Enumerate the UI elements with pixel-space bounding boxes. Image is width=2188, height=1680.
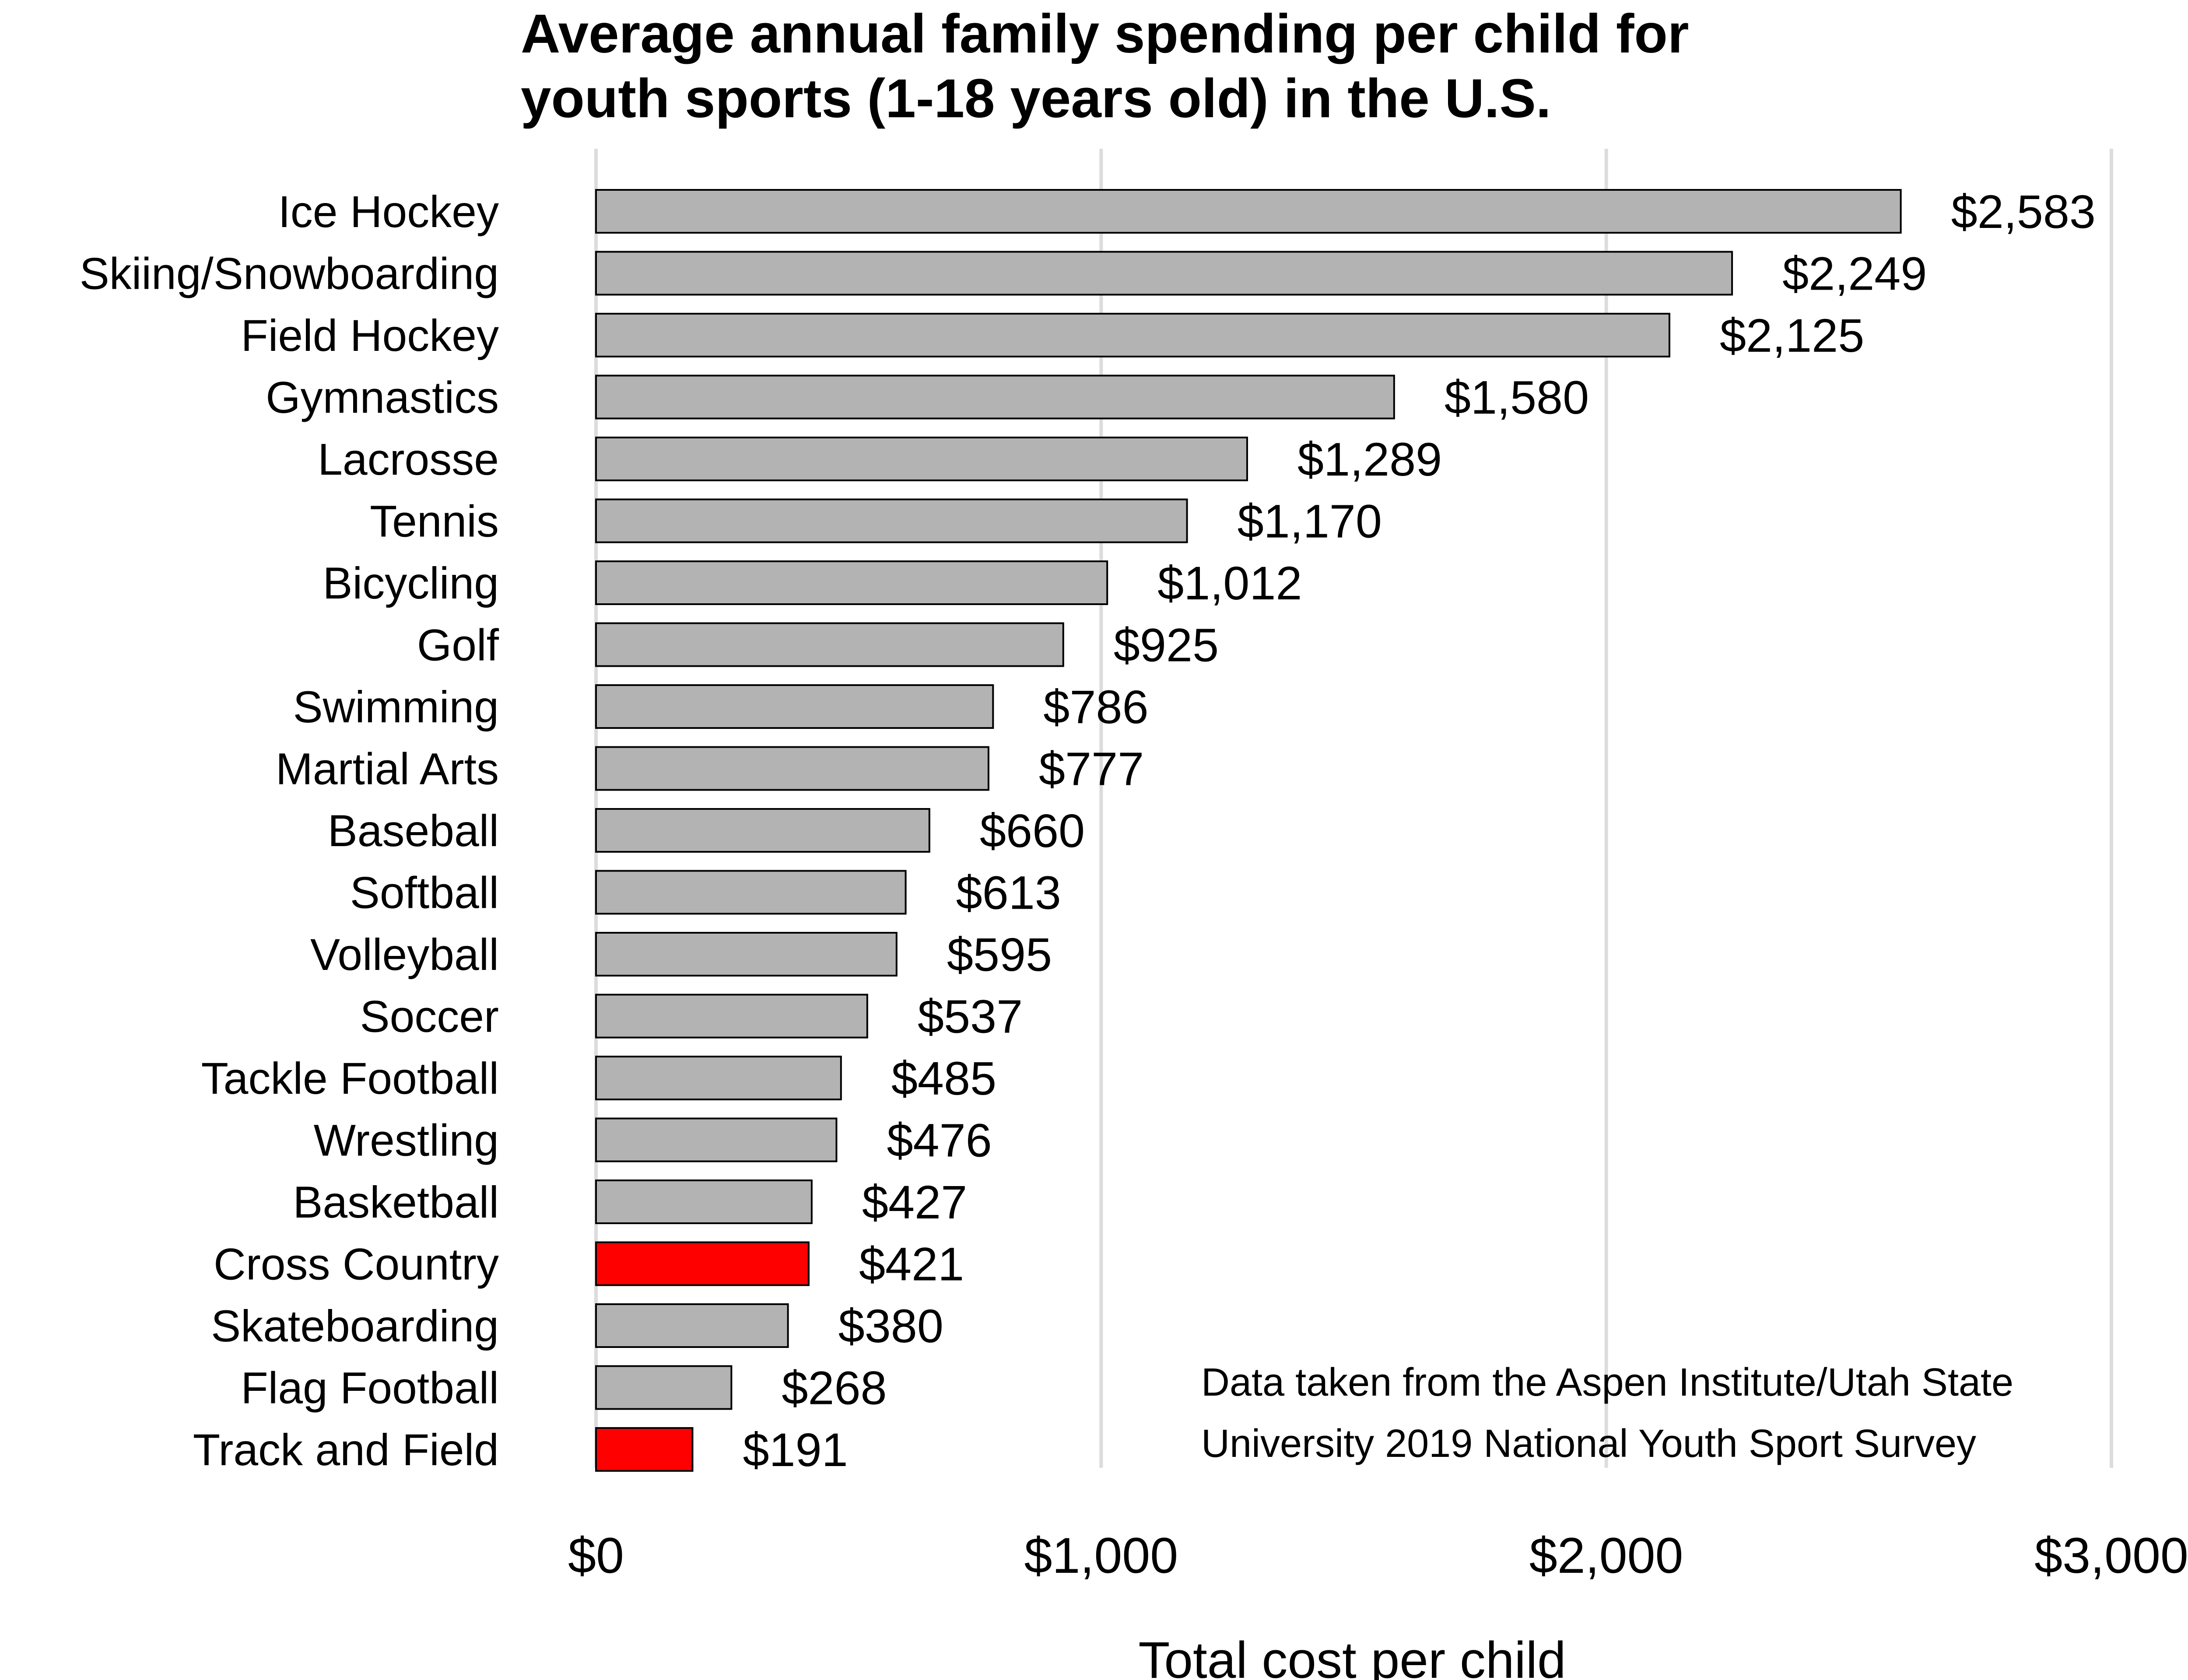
value-label: $2,125	[1720, 309, 1864, 362]
bar	[595, 1241, 810, 1286]
value-label: $537	[918, 990, 1023, 1043]
bar	[595, 189, 1902, 234]
x-tick-label: $1,000	[1024, 1528, 1178, 1584]
category-label: Golf	[417, 620, 499, 670]
category-label: Gymnastics	[266, 373, 499, 423]
value-label: $1,289	[1297, 433, 1442, 486]
bar	[595, 746, 989, 791]
value-label: $191	[743, 1423, 848, 1476]
x-tick-label: $3,000	[2034, 1528, 2188, 1584]
value-label: $786	[1043, 680, 1148, 733]
bar	[595, 932, 898, 976]
value-label: $380	[838, 1299, 943, 1352]
bar	[595, 684, 994, 729]
category-label: Skateboarding	[211, 1301, 499, 1351]
chart-title-line-1: Average annual family spending per child…	[521, 4, 1689, 64]
bar	[595, 1365, 733, 1410]
category-label: Tackle Football	[201, 1054, 499, 1103]
bar	[595, 808, 930, 853]
category-label: Softball	[350, 868, 499, 918]
bar	[595, 374, 1395, 420]
bar	[595, 622, 1064, 667]
category-label: Soccer	[360, 992, 499, 1042]
bar	[595, 1117, 838, 1162]
source-note-line-2: University 2019 National Youth Sport Sur…	[1201, 1422, 1976, 1466]
bar	[595, 1303, 789, 1348]
bar	[595, 870, 907, 915]
category-label: Flag Football	[241, 1363, 499, 1413]
x-tick-label: $0	[568, 1528, 624, 1584]
value-label: $2,249	[1782, 247, 1927, 300]
category-label: Field Hockey	[241, 311, 499, 360]
x-axis-title: Total cost per child	[1138, 1631, 1566, 1680]
value-label: $1,012	[1157, 556, 1302, 609]
category-label: Martial Arts	[276, 744, 499, 794]
chart-title-line-2: youth sports (1-18 years old) in the U.S…	[521, 68, 1551, 129]
category-label: Volleyball	[310, 930, 499, 980]
category-label: Ice Hockey	[278, 187, 499, 237]
bars	[595, 189, 1902, 1472]
bar	[595, 1056, 842, 1100]
x-tick-label: $2,000	[1529, 1528, 1683, 1584]
category-label: Skiing/Snowboarding	[80, 249, 499, 299]
category-label: Basketball	[293, 1177, 499, 1227]
labels: $0 $1,000 $2,000 $3,000 Ice Hockey $2,583 Skii…	[80, 185, 2188, 1584]
bar	[595, 251, 1733, 296]
value-label: $613	[956, 866, 1061, 919]
category-label: Tennis	[370, 497, 499, 546]
value-label: $268	[782, 1362, 887, 1414]
category-label: Bicycling	[323, 558, 499, 608]
category-label: Track and Field	[193, 1425, 499, 1475]
bar	[595, 994, 868, 1039]
category-label: Baseball	[328, 806, 499, 856]
value-label: $1,580	[1445, 371, 1589, 424]
value-label: $421	[859, 1238, 964, 1291]
value-label: $595	[947, 928, 1052, 981]
bar	[595, 498, 1188, 543]
category-label: Swimming	[293, 682, 499, 732]
bar	[595, 560, 1108, 605]
value-label: $1,170	[1238, 495, 1382, 548]
value-label: $485	[891, 1052, 996, 1105]
value-label: $2,583	[1951, 185, 2096, 238]
category-label: Cross Country	[214, 1239, 499, 1289]
category-label: Lacrosse	[318, 434, 499, 484]
value-label: $660	[980, 804, 1085, 857]
value-label: $925	[1114, 619, 1219, 672]
bar	[595, 1427, 694, 1472]
bar	[595, 437, 1248, 481]
value-label: $427	[862, 1176, 967, 1228]
value-label: $476	[887, 1114, 992, 1167]
category-label: Wrestling	[314, 1116, 499, 1166]
source-note-line-1: Data taken from the Aspen Institute/Utah…	[1201, 1361, 2013, 1404]
value-label: $777	[1039, 742, 1144, 795]
bar	[595, 1180, 813, 1224]
bar	[595, 313, 1670, 357]
